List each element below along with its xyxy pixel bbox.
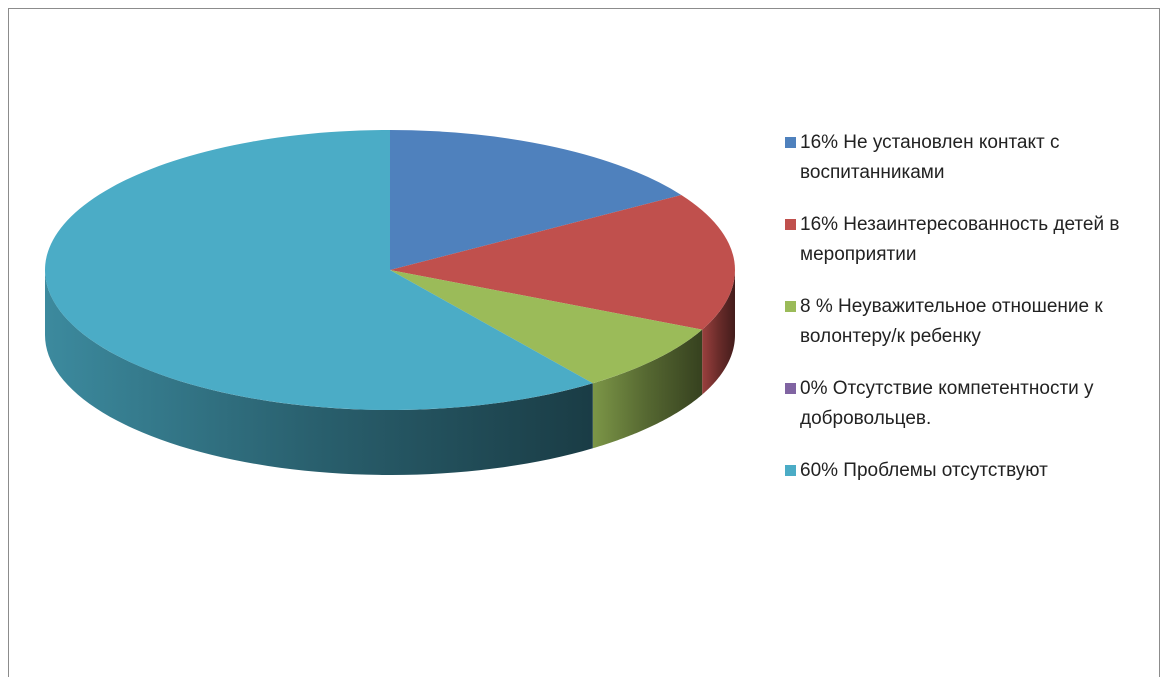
legend-label: 8 % Неуважительное отношение к волонтеру… (800, 296, 1103, 347)
slice-side (592, 329, 703, 449)
legend-swatch (785, 137, 796, 148)
legend-item: 16% Незаинтересованность детей в меропри… (785, 210, 1135, 270)
legend-label: 16% Не установлен контакт с воспитанника… (800, 132, 1060, 183)
legend-swatch (785, 465, 796, 476)
legend-item: 60% Проблемы отсутствуют (785, 456, 1135, 486)
legend-label: 0% Отсутствие компетентности у доброволь… (800, 378, 1094, 429)
legend-swatch (785, 383, 796, 394)
legend-label: 60% Проблемы отсутствуют (800, 460, 1048, 481)
legend-item: 0% Отсутствие компетентности у доброволь… (785, 374, 1135, 434)
slice-side (702, 270, 735, 395)
slice-side (45, 270, 593, 475)
legend-item: 8 % Неуважительное отношение к волонтеру… (785, 292, 1135, 352)
legend: 16% Не установлен контакт с воспитанника… (785, 128, 1135, 486)
legend-swatch (785, 301, 796, 312)
legend-swatch (785, 219, 796, 230)
slice (390, 194, 735, 330)
slice (390, 270, 703, 384)
legend-item: 16% Не установлен контакт с воспитанника… (785, 128, 1135, 188)
slice (390, 130, 682, 270)
slice (44, 130, 593, 410)
legend-label: 16% Незаинтересованность детей в меропри… (800, 214, 1120, 265)
chart-frame (8, 8, 1160, 677)
